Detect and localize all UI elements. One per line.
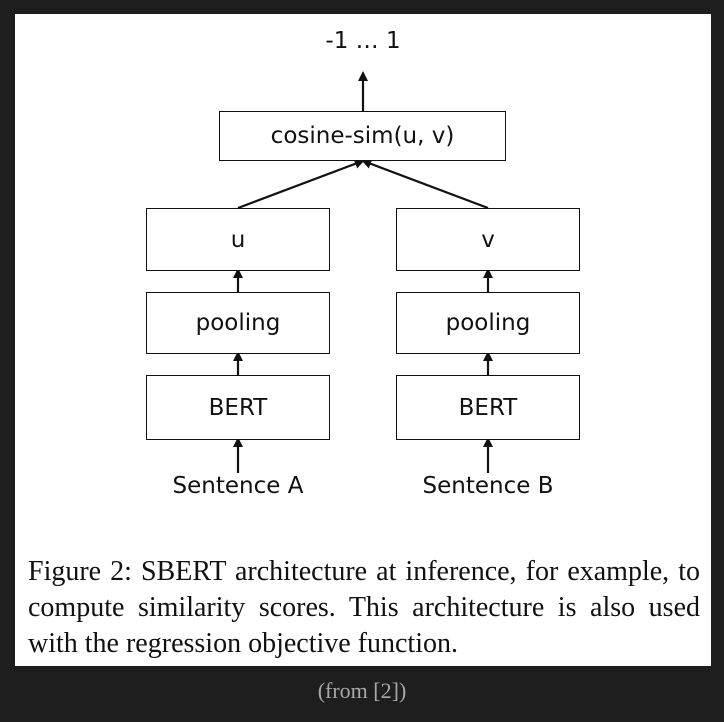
arrow-v-to-cosine [361, 159, 489, 210]
embedding-u-box: u [146, 208, 330, 271]
embedding-v-box: v [396, 208, 580, 271]
pooling-box-right: pooling [396, 292, 580, 354]
output-range-label: -1 … 1 [325, 28, 401, 54]
figure-frame: -1 … 1 cosine-sim(u, v) u pooling BERT S… [15, 14, 711, 666]
arrow-u-to-cosine [237, 159, 365, 210]
cosine-sim-box: cosine-sim(u, v) [219, 111, 506, 161]
sbert-diagram: -1 … 1 cosine-sim(u, v) u pooling BERT S… [15, 14, 711, 534]
sentence-a-label: Sentence A [172, 473, 304, 499]
bert-box-left: BERT [146, 375, 330, 440]
bert-box-right: BERT [396, 375, 580, 440]
arrows-layer [233, 71, 493, 473]
sentence-b-label: Sentence B [422, 473, 554, 499]
figure-caption: Figure 2: SBERT architecture at inferenc… [28, 556, 700, 659]
pooling-box-left: pooling [146, 292, 330, 354]
source-note: (from [2]) [317, 678, 407, 703]
